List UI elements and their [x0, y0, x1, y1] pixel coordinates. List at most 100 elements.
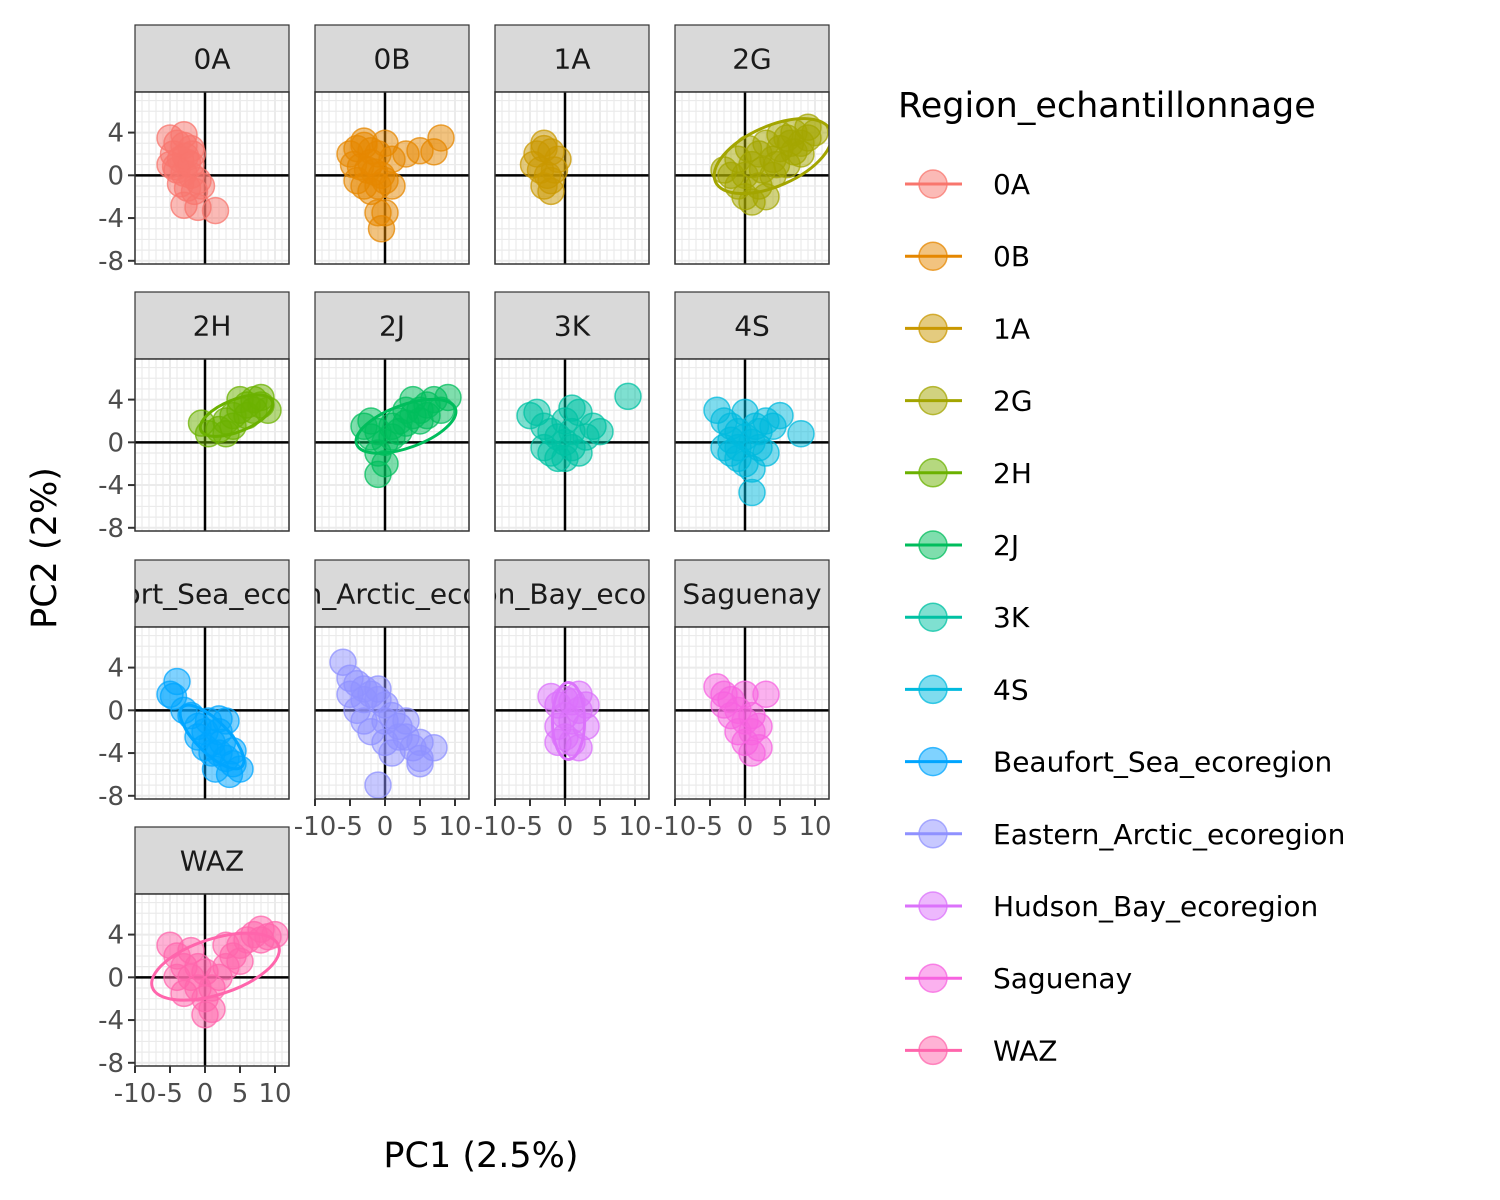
data-point	[201, 196, 230, 225]
facet-strip-label: WAZ	[180, 845, 245, 878]
legend-item-4s: 4S	[905, 673, 1029, 706]
legend-item-0b: 0B	[905, 240, 1030, 273]
legend-label: 2J	[993, 529, 1019, 562]
panel-border	[134, 91, 290, 265]
x-tick-label: -5	[157, 1079, 183, 1109]
legend-label: 3K	[993, 601, 1030, 634]
panel-data	[336, 124, 455, 243]
facet-strip-label: 0A	[194, 43, 231, 76]
x-tick-label: 5	[412, 812, 429, 842]
panel-border	[314, 626, 470, 800]
data-point	[738, 188, 766, 216]
data-point	[201, 755, 230, 783]
panel-border	[314, 91, 470, 265]
confidence-ellipse	[712, 117, 829, 196]
legend-item-eastern-arctic-ecoregion: Eastern_Arctic_ecoregion	[905, 818, 1345, 851]
x-tick-label: -10	[654, 812, 696, 842]
panel-border	[674, 358, 830, 532]
legend-key-point	[918, 169, 948, 199]
data-point	[434, 383, 462, 412]
y-tick-label: -4	[98, 739, 124, 769]
data-point	[558, 417, 586, 446]
x-tick-label: 0	[197, 1079, 214, 1109]
data-point	[572, 712, 600, 741]
legend-label: WAZ	[993, 1034, 1058, 1067]
y-tick-label: 4	[107, 654, 124, 684]
x-tick-label: -5	[337, 812, 363, 842]
data-point	[364, 771, 392, 799]
x-tick-label: 5	[772, 812, 789, 842]
facet-strip-label: 3K	[554, 310, 591, 343]
legend-item-saguenay: Saguenay	[905, 962, 1132, 995]
x-tick-label: 10	[438, 812, 471, 842]
legend-key-point	[918, 891, 948, 921]
x-axis-title: PC1 (2.5%)	[383, 1136, 578, 1176]
data-point	[226, 947, 254, 976]
legend-key-point	[918, 458, 948, 488]
data-point	[378, 172, 406, 200]
facet-0b: 0B	[314, 24, 470, 265]
y-tick-label: -4	[98, 1006, 124, 1036]
legend-item-1a: 1A	[905, 312, 1030, 345]
y-tick-label: -4	[98, 471, 124, 501]
facet-strip-label: 2H	[193, 310, 232, 343]
legend-key-point	[918, 313, 948, 344]
data-point	[614, 382, 642, 411]
panel-data	[150, 915, 289, 1029]
data-point	[762, 150, 791, 179]
panel-border	[494, 358, 650, 532]
data-point	[194, 707, 223, 735]
y-tick-label: 0	[107, 428, 124, 458]
legend-title: Region_echantillonnage	[898, 86, 1316, 126]
x-tick-label: 0	[557, 812, 574, 842]
panel-data	[187, 383, 282, 448]
facet-strip	[134, 291, 290, 360]
panel-border	[314, 358, 470, 532]
y-tick-label: 0	[107, 696, 124, 726]
data-point	[247, 926, 275, 954]
facet-beaufort-sea-ecoregion: Beaufort_Sea_ecoregion -8 -4 0 4	[42, 559, 381, 812]
legend-label: Eastern_Arctic_ecoregion	[993, 818, 1345, 851]
data-point	[787, 420, 815, 448]
facet-strip	[134, 826, 290, 895]
facet-strip-label: Saguenay	[682, 578, 821, 611]
data-point	[745, 733, 773, 762]
data-point	[364, 460, 392, 489]
facet-4s: 4S	[674, 291, 830, 532]
legend-item-2h: 2H	[905, 457, 1032, 490]
data-point	[738, 701, 766, 730]
data-point	[385, 417, 413, 446]
facet-strip	[494, 24, 650, 93]
data-point	[420, 733, 448, 762]
data-point	[427, 124, 455, 152]
legend-label: Beaufort_Sea_ecoregion	[993, 746, 1332, 779]
legend-item-beaufort-sea-ecoregion: Beaufort_Sea_ecoregion	[905, 746, 1332, 779]
y-tick-label: 4	[107, 921, 124, 951]
facet-strip	[674, 559, 830, 628]
legend-item-2g: 2G	[905, 385, 1033, 418]
panel-border	[134, 626, 290, 800]
legend-key-point	[918, 1035, 948, 1066]
data-point	[544, 728, 572, 757]
facet-strip	[134, 559, 290, 628]
panel-data	[156, 667, 254, 789]
facet-strip-label: Beaufort_Sea_ecoregion	[42, 578, 381, 611]
facet-strip	[674, 291, 830, 360]
x-tick-label: 0	[737, 812, 754, 842]
legend-label: Hudson_Bay_ecoregion	[993, 890, 1318, 923]
legend-item-2j: 2J	[905, 529, 1019, 562]
data-point	[717, 426, 745, 454]
facet-strip-label: Hudson_Bay_ecoregion	[409, 578, 734, 611]
data-point	[367, 214, 396, 243]
facet-saguenay: Saguenay -10 -5 0 5 10	[654, 559, 832, 842]
panel-border	[674, 91, 830, 265]
facet-strip-label: 0B	[373, 43, 410, 76]
legend-key-point	[918, 241, 948, 271]
panel-border	[134, 358, 290, 532]
facet-strip	[314, 291, 470, 360]
facet-0a: 0A -8 -4 0 4	[98, 24, 290, 277]
legend-item-3k: 3K	[905, 601, 1030, 634]
x-tick-label: -10	[474, 812, 516, 842]
legend-key-point	[918, 963, 948, 993]
